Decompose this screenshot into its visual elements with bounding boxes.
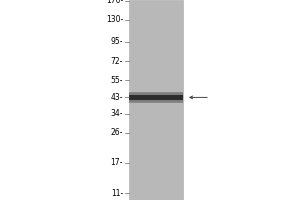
Text: 34-: 34-	[110, 109, 123, 118]
Text: 43-: 43-	[110, 93, 123, 102]
Text: 26-: 26-	[111, 128, 123, 137]
Bar	[129, 0, 183, 200]
Text: 130-: 130-	[106, 15, 123, 24]
Text: 17-: 17-	[111, 158, 123, 167]
Bar	[129, 95, 183, 100]
Text: 170-: 170-	[106, 0, 123, 5]
Text: 11-: 11-	[111, 189, 123, 198]
Bar	[129, 92, 183, 103]
Text: 55-: 55-	[110, 76, 123, 85]
Text: 95-: 95-	[110, 37, 123, 46]
Bar	[129, 93, 183, 102]
Text: 72-: 72-	[111, 57, 123, 66]
